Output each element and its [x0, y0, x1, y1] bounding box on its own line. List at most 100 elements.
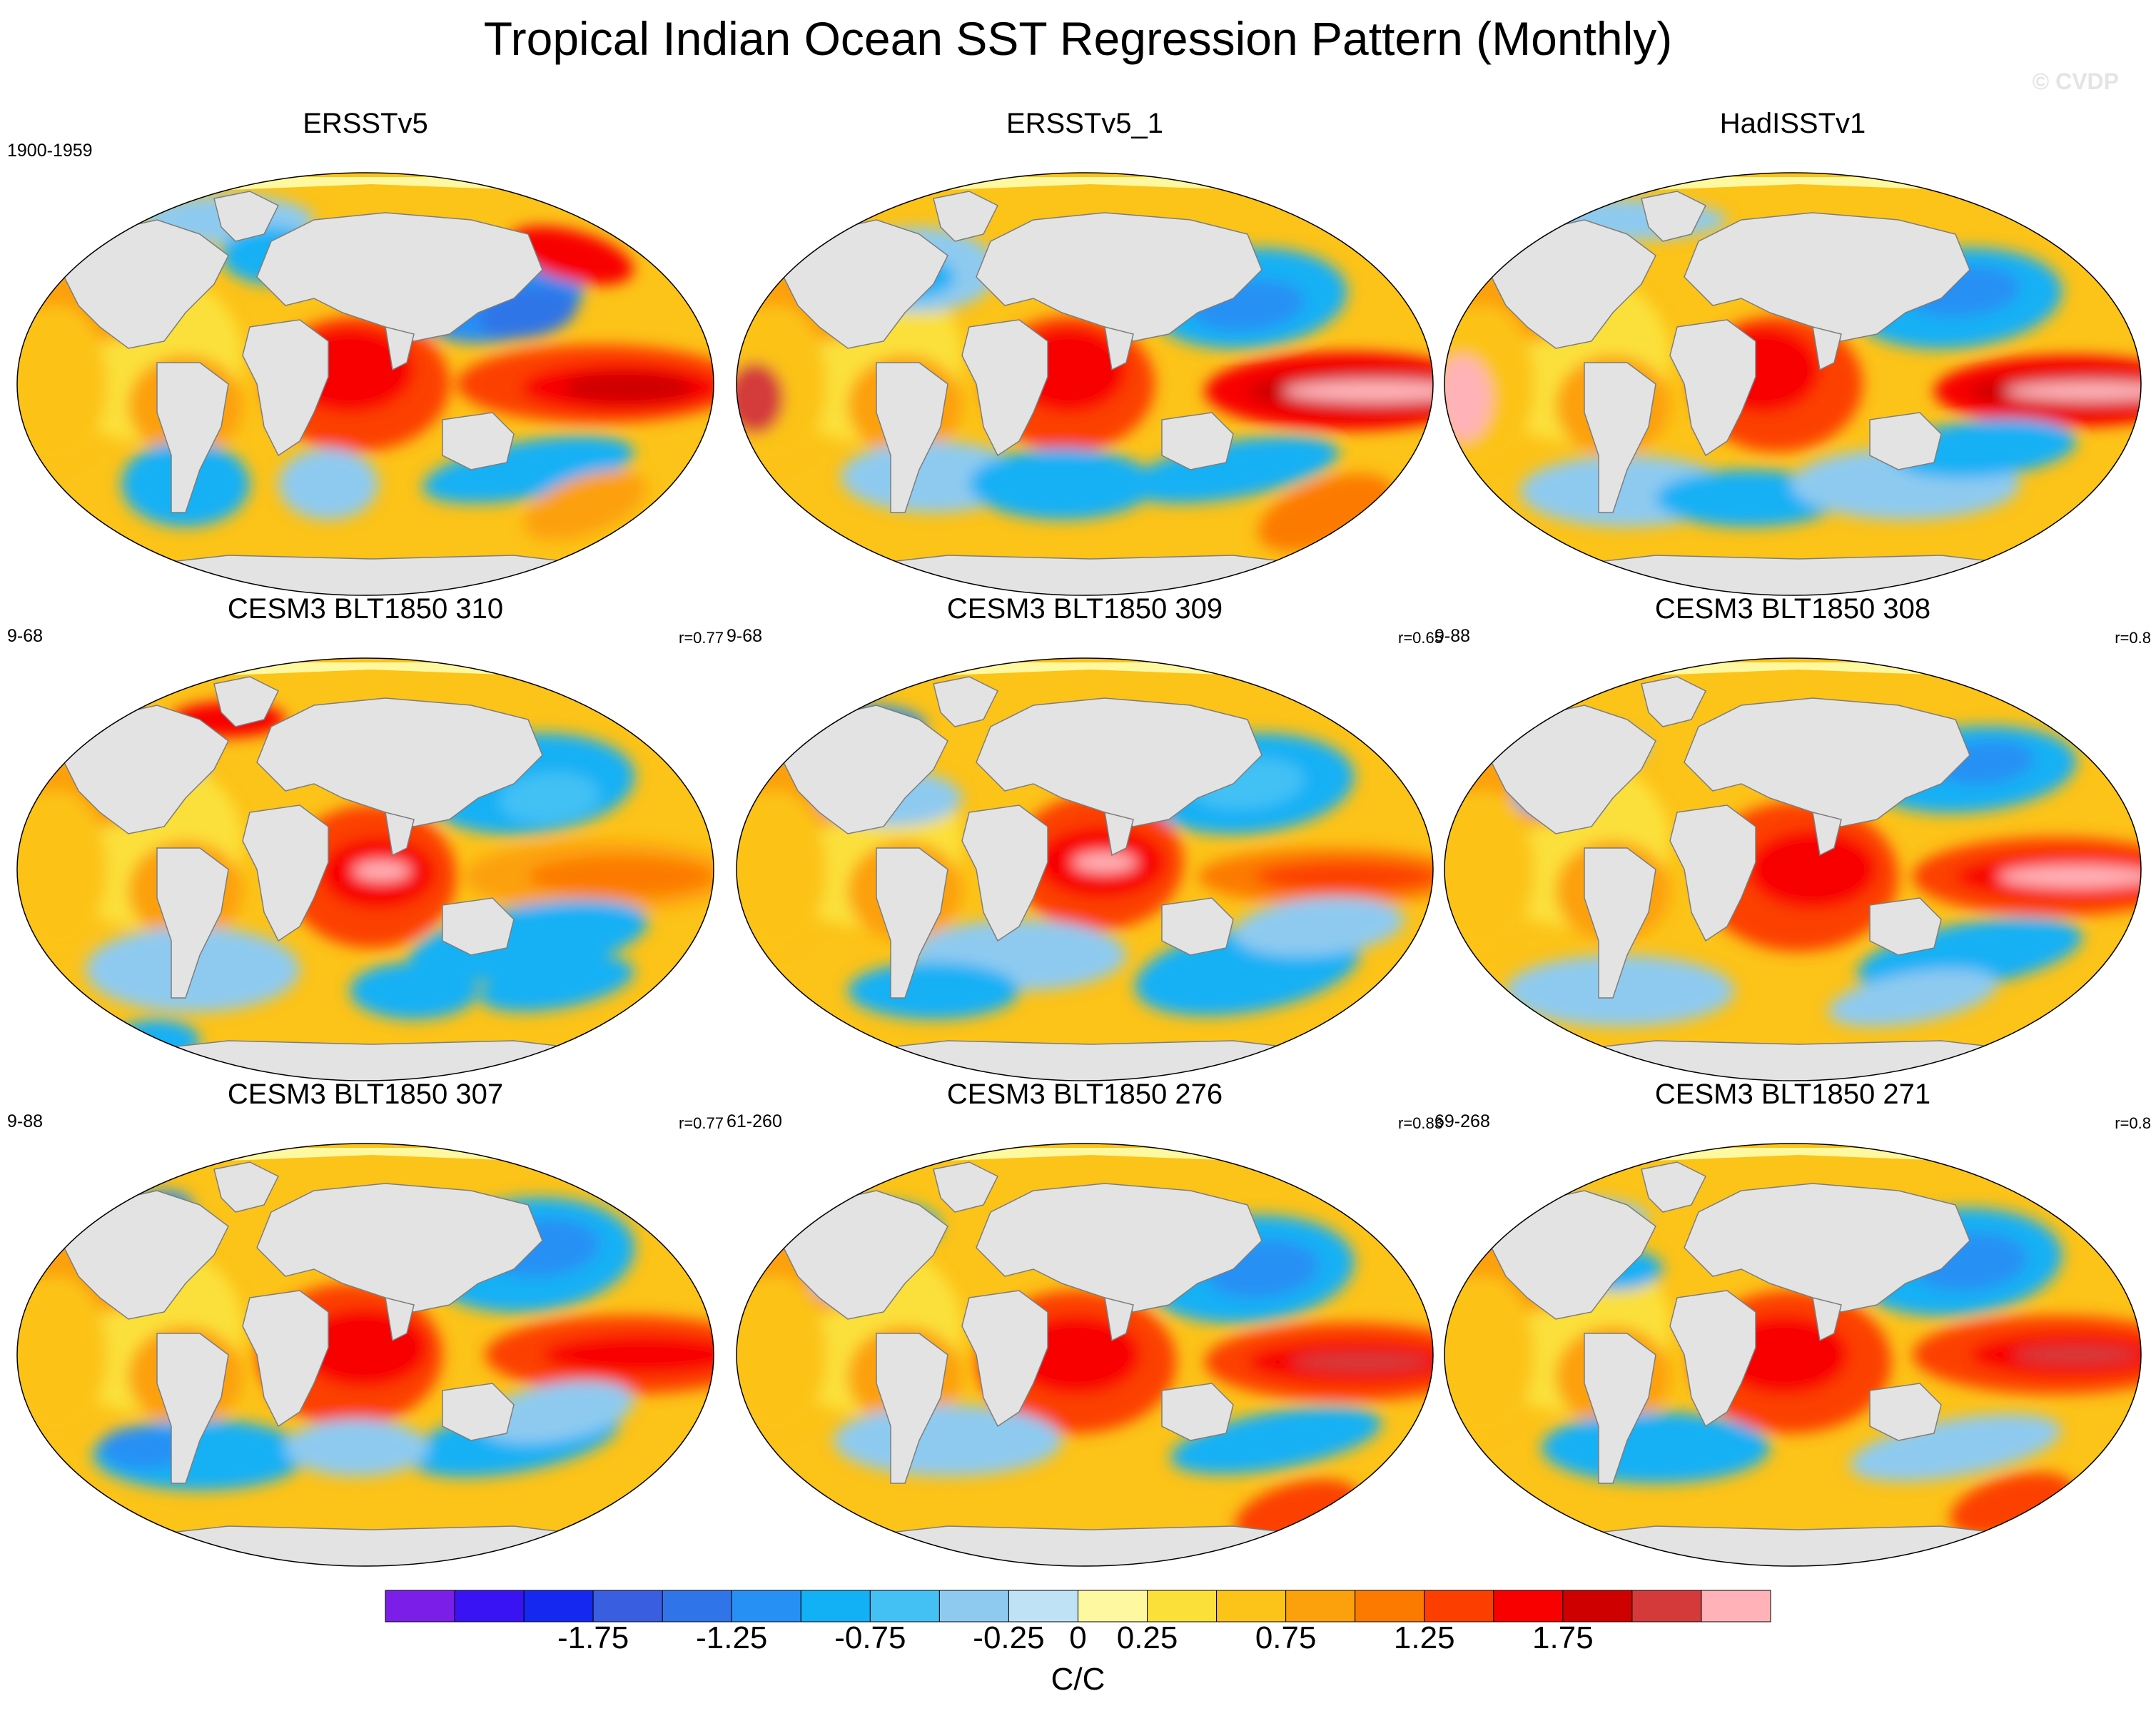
sst-regression-map	[16, 657, 714, 1081]
landmass	[442, 897, 515, 956]
landmass	[876, 1333, 948, 1484]
sst-anomaly-blob	[2013, 1345, 2141, 1365]
map-outline	[736, 1143, 1434, 1567]
landmass	[1161, 412, 1234, 470]
landmass	[961, 804, 1048, 942]
landmass	[1669, 319, 1756, 457]
landmass	[1104, 811, 1134, 857]
colorbar-tick-label: 1.25	[1393, 1620, 1455, 1655]
sst-anomaly-blob	[100, 1426, 186, 1469]
sst-anomaly-blob	[1506, 955, 1734, 1026]
colorbar-swatch	[1078, 1590, 1148, 1622]
sst-anomaly-blob	[1828, 969, 1998, 1027]
colorbar-swatch	[1701, 1590, 1771, 1622]
sst-anomaly-blob	[479, 1381, 634, 1443]
map-panel: CESM3 BLT1850 271 69-268 r=0.8	[1434, 1076, 2151, 1569]
landmass	[213, 1161, 280, 1213]
map-outline	[16, 172, 714, 596]
colorbar-swatch	[869, 1590, 940, 1622]
colorbar-swatch	[1285, 1590, 1356, 1622]
landmass	[1812, 1296, 1842, 1342]
cvdp-credit: © CVDP	[2032, 69, 2119, 94]
sst-anomaly-blob	[1850, 1413, 2061, 1482]
colorbar-swatch	[592, 1590, 663, 1622]
map-panel: CESM3 BLT1850 308 9-88 r=0.8	[1434, 591, 2151, 1084]
sst-anomaly-blob	[1444, 1276, 1534, 1433]
colorbar-swatch	[1493, 1590, 1564, 1622]
map-outline	[736, 657, 1434, 1081]
panel-title: CESM3 BLT1850 276	[946, 1079, 1223, 1110]
sst-anomaly-blob	[564, 372, 692, 403]
figure-title: Tropical Indian Ocean SST Regression Pat…	[483, 12, 1673, 65]
colorbar-swatch	[800, 1590, 871, 1622]
landmass	[961, 319, 1048, 457]
landmass	[933, 191, 999, 242]
colorbar-tick-label: 0	[1069, 1620, 1087, 1655]
sst-anomaly-blob	[17, 1276, 107, 1433]
landmass	[1584, 1333, 1656, 1484]
sst-anomaly-blob	[479, 955, 634, 1012]
sst-anomaly-blob	[353, 861, 410, 881]
landmass	[1491, 219, 1656, 349]
panel-period: 9-88	[1434, 626, 1471, 646]
colorbar-tick-label: -1.25	[696, 1620, 768, 1655]
panel-title: CESM3 BLT1850 307	[227, 1079, 504, 1110]
landmass	[1684, 697, 1970, 827]
landmass	[933, 676, 999, 727]
colorbar-swatch	[731, 1590, 801, 1622]
sst-anomaly-blob	[422, 435, 634, 504]
sst-anomaly-blob	[848, 962, 1019, 1019]
panel-title: CESM3 BLT1850 309	[946, 593, 1223, 625]
colorbar-swatch	[454, 1590, 525, 1622]
colorbar-tick-label: -0.75	[834, 1620, 906, 1655]
sst-anomaly-blob	[1233, 897, 1405, 957]
sst-regression-map	[736, 1143, 1434, 1567]
map-outline	[736, 172, 1434, 596]
landmass	[933, 1161, 999, 1213]
sst-anomaly-blob	[1170, 1406, 1382, 1475]
landmass	[783, 1190, 948, 1320]
sst-anomaly-blob	[1290, 1352, 1433, 1372]
colorbar-tick-label: 0.75	[1255, 1620, 1317, 1655]
panel-correlation: r=0.77	[679, 629, 724, 647]
colorbar-swatch	[1008, 1590, 1079, 1622]
landmass	[442, 1383, 515, 1441]
colorbar-swatch	[1147, 1590, 1218, 1622]
sst-anomaly-blob	[114, 1019, 200, 1062]
sst-anomaly-blob	[834, 1405, 1062, 1476]
colorbar-tick-label: 0.25	[1116, 1620, 1178, 1655]
panel-correlation: r=0.83	[1398, 1114, 1443, 1132]
landmass	[976, 697, 1262, 827]
sst-anomaly-blob	[1128, 435, 1339, 504]
sst-anomaly-blob	[1748, 830, 1877, 909]
panel-title: CESM3 BLT1850 308	[1654, 593, 1931, 625]
colorbar	[385, 1590, 1771, 1622]
map-panel: HadISSTv1	[1434, 106, 2151, 598]
sst-anomaly-blob	[524, 470, 647, 540]
map-outline	[16, 657, 714, 1081]
panel-correlation: r=0.77	[679, 1114, 724, 1132]
colorbar-swatch	[523, 1590, 594, 1622]
landmass	[256, 212, 543, 342]
landmass	[1869, 412, 1942, 470]
sst-regression-map	[736, 172, 1434, 596]
colorbar-tick-label: -0.25	[973, 1620, 1045, 1655]
map-outline	[1444, 657, 2142, 1081]
sst-anomaly-blob	[737, 791, 826, 948]
landmass	[1491, 705, 1656, 834]
colorbar-swatch	[1216, 1590, 1287, 1622]
landmass	[1161, 1383, 1234, 1441]
panel-period: 69-268	[1434, 1111, 1490, 1131]
landmass	[256, 697, 543, 827]
landmass	[213, 676, 280, 727]
colorbar-swatch	[1562, 1590, 1633, 1622]
map-outline	[1444, 172, 2142, 596]
colorbar-units: C/C	[1051, 1662, 1105, 1697]
landmass	[242, 1290, 329, 1428]
panel-title: ERSSTv5	[303, 108, 428, 139]
landmass	[213, 191, 280, 242]
landmass	[783, 219, 948, 349]
landmass	[156, 1333, 229, 1484]
colorbar-swatch	[1355, 1590, 1425, 1622]
panel-title: CESM3 BLT1850 271	[1654, 1079, 1931, 1110]
